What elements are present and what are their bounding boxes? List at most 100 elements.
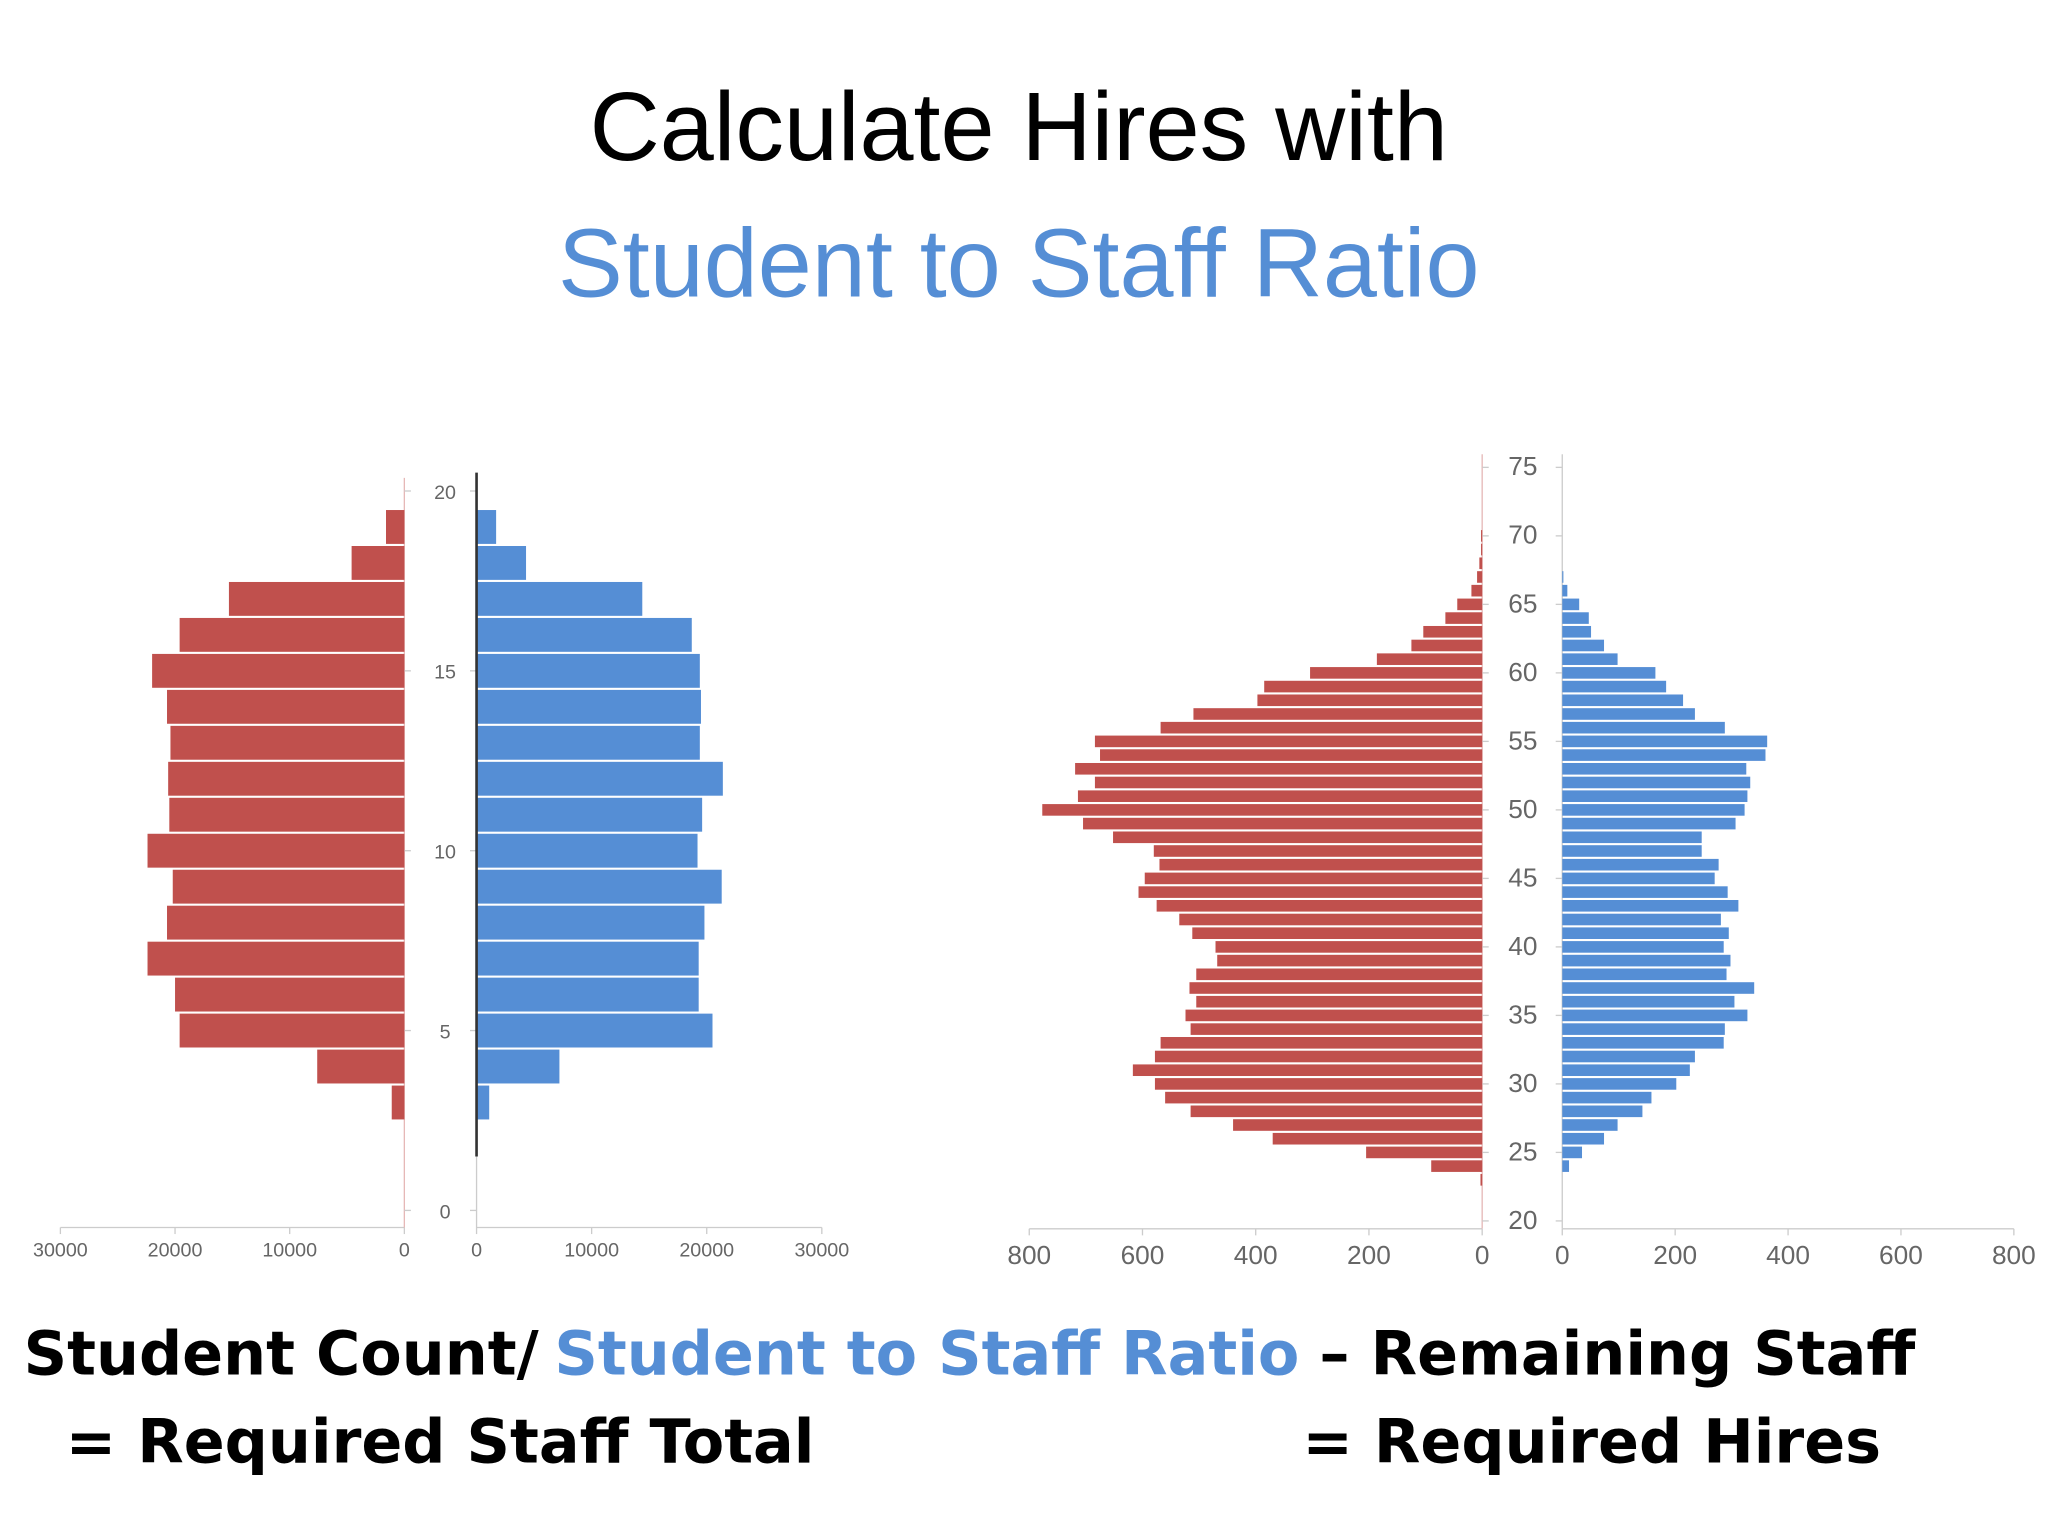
bar xyxy=(1562,653,1618,665)
x-tick-label: 800 xyxy=(1007,1240,1051,1270)
bar xyxy=(1562,1132,1605,1145)
bar xyxy=(1481,543,1483,556)
bar xyxy=(1562,1160,1570,1172)
bar xyxy=(1562,694,1684,707)
bar xyxy=(1215,941,1483,953)
bar xyxy=(1562,804,1745,816)
bar xyxy=(1562,762,1747,775)
bar xyxy=(1144,872,1483,885)
bar xyxy=(1562,1105,1643,1118)
bar xyxy=(1132,1064,1483,1077)
bar xyxy=(476,761,723,796)
bar xyxy=(476,833,698,868)
bar xyxy=(1154,1078,1483,1090)
bar xyxy=(476,617,692,652)
bar xyxy=(1189,982,1483,994)
bar xyxy=(1310,667,1483,679)
y-tick-label: 50 xyxy=(1508,794,1537,824)
bar xyxy=(147,941,405,976)
bar xyxy=(167,905,405,940)
bar xyxy=(1562,995,1735,1008)
y-tick-label: 30 xyxy=(1508,1068,1537,1098)
bar xyxy=(1153,845,1483,857)
bar xyxy=(1272,1132,1483,1145)
bar xyxy=(1094,776,1483,789)
bar xyxy=(1562,886,1728,898)
bar xyxy=(1190,1105,1483,1118)
x-tick-label: 400 xyxy=(1766,1240,1810,1270)
bar xyxy=(1138,886,1483,898)
bar xyxy=(386,510,405,544)
bar xyxy=(1562,1064,1690,1077)
y-tick-label: 10 xyxy=(434,842,456,864)
bar xyxy=(1562,598,1580,611)
bar xyxy=(1075,762,1483,775)
x-tick-label: 0 xyxy=(471,1239,482,1261)
bar xyxy=(1562,571,1564,583)
bar xyxy=(1481,530,1483,542)
bar xyxy=(1562,817,1736,830)
bar xyxy=(1156,899,1483,912)
bar xyxy=(1094,735,1483,748)
bar xyxy=(1562,913,1721,926)
bar xyxy=(1562,872,1715,885)
bar xyxy=(1154,1050,1483,1063)
bar xyxy=(1457,598,1483,611)
y-tick-label: 35 xyxy=(1508,999,1537,1029)
bar xyxy=(1160,1037,1483,1049)
bar xyxy=(1193,708,1483,720)
formula-text: – Remaining Staff xyxy=(1319,1320,1916,1390)
x-tick-label: 0 xyxy=(399,1239,410,1261)
x-tick-label: 10000 xyxy=(262,1239,317,1261)
bar xyxy=(179,1013,405,1048)
bar xyxy=(147,833,405,868)
formula-text: Student Count/Student to Staff Ratio xyxy=(24,1320,1300,1390)
bar xyxy=(1562,982,1755,994)
y-tick-label: 0 xyxy=(440,1201,451,1223)
bar xyxy=(1264,680,1483,693)
bar xyxy=(1233,1119,1483,1131)
bar xyxy=(476,725,700,760)
bar xyxy=(476,581,643,616)
bar xyxy=(1257,694,1483,707)
bar xyxy=(1100,749,1483,761)
bar xyxy=(1471,584,1483,597)
formula-text: = Required Staff Total xyxy=(66,1407,815,1477)
y-tick-label: 40 xyxy=(1508,931,1537,961)
bar xyxy=(1562,667,1656,679)
bar xyxy=(476,941,699,976)
x-tick-label: 30000 xyxy=(794,1239,849,1261)
bar xyxy=(1562,790,1748,802)
bar xyxy=(1480,1174,1483,1186)
bar xyxy=(1562,735,1768,748)
bar xyxy=(1562,1119,1618,1131)
bar xyxy=(1562,708,1695,720)
bar xyxy=(1477,571,1483,583)
bar xyxy=(476,546,527,580)
bar xyxy=(1185,1009,1483,1022)
bar xyxy=(1479,557,1483,570)
bar xyxy=(1562,776,1751,789)
y-tick-label: 45 xyxy=(1508,862,1537,892)
bar xyxy=(1431,1160,1483,1172)
bar xyxy=(1445,612,1483,624)
x-tick-label: 400 xyxy=(1234,1240,1278,1270)
y-tick-label: 25 xyxy=(1508,1136,1537,1166)
bar xyxy=(1411,639,1483,652)
x-tick-label: 200 xyxy=(1347,1240,1391,1270)
bar xyxy=(1562,954,1731,967)
bar xyxy=(1562,927,1729,940)
bar xyxy=(1562,845,1702,857)
bar xyxy=(476,689,701,724)
bar xyxy=(1562,1146,1583,1159)
x-tick-label: 10000 xyxy=(564,1239,619,1261)
y-tick-label: 5 xyxy=(440,1021,451,1043)
subtitle: Student to Staff Ratio xyxy=(558,209,1480,318)
bar xyxy=(476,1013,713,1048)
bar xyxy=(1562,612,1589,624)
bar xyxy=(1562,749,1766,761)
bar xyxy=(476,797,703,832)
bar xyxy=(1562,680,1667,693)
x-tick-label: 20000 xyxy=(148,1239,203,1261)
bar xyxy=(1165,1091,1483,1104)
